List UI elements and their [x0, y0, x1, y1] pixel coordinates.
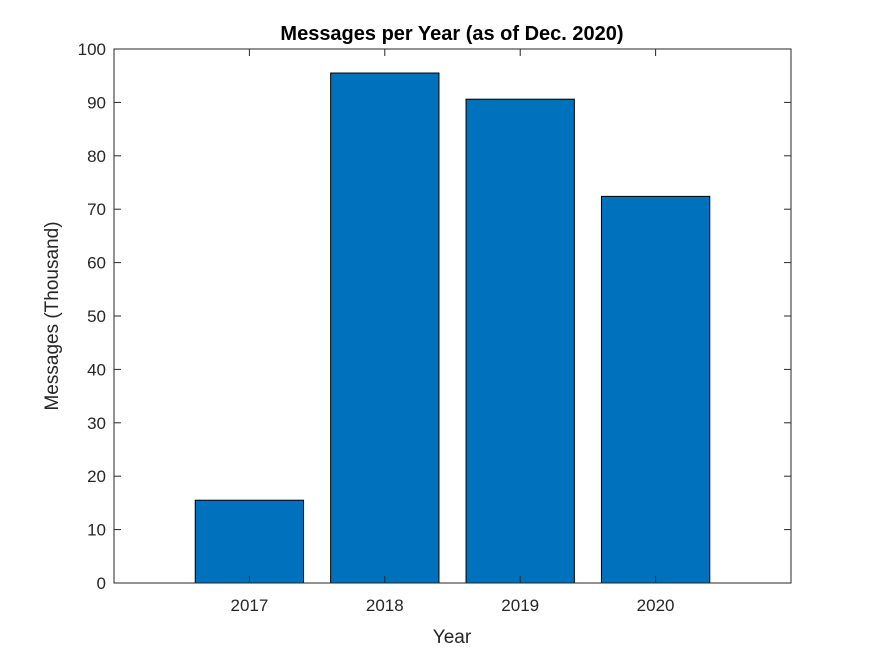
bar-2017: [194, 499, 305, 584]
x-tick-label: 2020: [637, 596, 675, 615]
bar-2019: [465, 98, 575, 584]
axes-box: [113, 48, 792, 584]
y-tick-label: 10: [87, 521, 106, 540]
y-tick-label: 70: [87, 200, 106, 219]
x-tick-label: 2019: [501, 596, 539, 615]
bars-group: [194, 72, 711, 584]
y-tick-label: 20: [87, 467, 106, 486]
x-axis-ticks: 2017 2018 2019 2020: [230, 49, 675, 615]
y-axis-ticks: 0 10 20 30 40 50 60 70 80 90 100: [78, 40, 791, 593]
bar-2020: [600, 195, 711, 584]
y-tick-label: 40: [87, 360, 106, 379]
y-tick-label: 60: [87, 254, 106, 273]
x-axis-label: Year: [433, 627, 472, 648]
bar-2018: [330, 72, 440, 584]
x-tick-label: 2017: [230, 596, 268, 615]
y-tick-label: 90: [87, 93, 106, 112]
y-tick-label: 30: [87, 414, 106, 433]
y-tick-label: 80: [87, 147, 106, 166]
y-tick-label: 0: [97, 574, 106, 593]
y-tick-label: 50: [87, 307, 106, 326]
y-tick-label: 100: [78, 40, 106, 59]
y-axis-label: Messages (Thousand): [42, 221, 63, 410]
chart-title: Messages per Year (as of Dec. 2020): [280, 23, 623, 45]
x-tick-label: 2018: [366, 596, 404, 615]
